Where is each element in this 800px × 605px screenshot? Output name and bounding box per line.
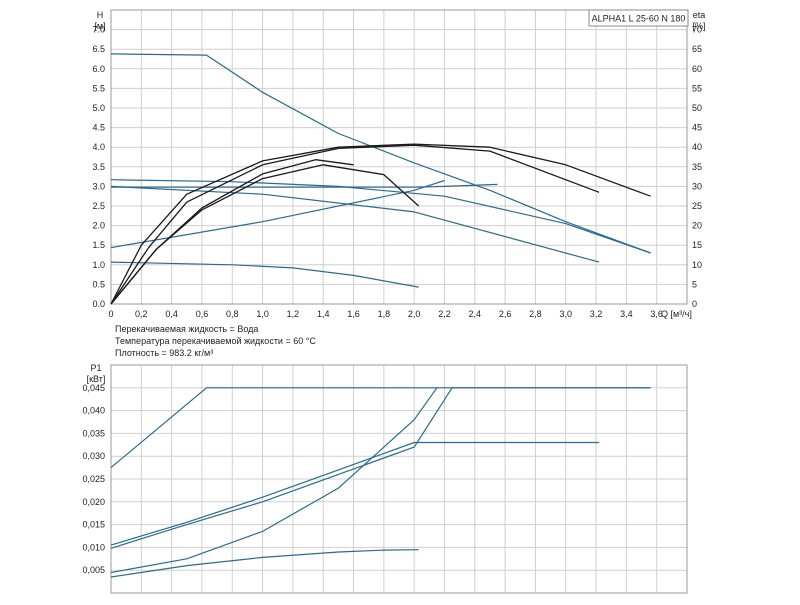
x-tick-label: 3,4 (620, 309, 633, 319)
y2-tick-label: 70 (692, 25, 702, 35)
x-tick-label: 3,6 (650, 309, 663, 319)
y-tick-label: 3.0 (92, 181, 105, 191)
x-tick-label: 0,4 (165, 309, 178, 319)
y2-tick-label: 25 (692, 201, 702, 211)
efficiency-curve (110, 144, 600, 305)
x-tick-label: 0,2 (135, 309, 148, 319)
info-line-density: Плотность = 983.2 кг/м³ (115, 348, 213, 358)
info-line-fluid: Перекачиваемая жидкость = Вода (115, 324, 258, 334)
x-tick-label: 3,2 (590, 309, 603, 319)
model-label: ALPHA1 L 25-60 N 180 (592, 14, 686, 24)
y2-tick-label: 60 (692, 64, 702, 74)
y-tick-label: 4.0 (92, 142, 105, 152)
plot-frame (110, 364, 688, 594)
power-chart: 0,005 0,010 0,015 0,020 0,025 0,030 0,035 0,040… (82, 363, 688, 594)
plot-frame (110, 9, 688, 305)
y2-tick-label: 65 (692, 44, 702, 54)
y-axis-name: H (97, 10, 104, 20)
fluid-info: Перекачиваемая жидкость = Вода Температу… (115, 324, 316, 358)
head-chart: 0.0 0.5 1.0 1.5 2.0 2.5 3.0 3.5 4.0 4.5 5.0 5.5 6.0 6… (92, 9, 706, 319)
y-tick-label: 1.0 (92, 260, 105, 270)
efficiency-curve (110, 164, 420, 305)
y-tick-label: 5.5 (92, 83, 105, 93)
y-tick-label: 0,020 (82, 497, 105, 507)
y-tick-label: 0,035 (82, 428, 105, 438)
y-tick-label: 0,040 (82, 406, 105, 416)
y-tick-label: 2.0 (92, 221, 105, 231)
y2-axis-unit: [%] (692, 21, 705, 31)
y2-tick-label: 5 (692, 279, 697, 289)
y2-tick-label: 45 (692, 123, 702, 133)
x-tick-label: 0,6 (196, 309, 209, 319)
power-curve (110, 441, 600, 546)
y2-tick-label: 55 (692, 83, 702, 93)
x-tick-label: 2,4 (469, 309, 482, 319)
y2-tick-label: 10 (692, 260, 702, 270)
y2-tick-label: 20 (692, 221, 702, 231)
y2-tick-label: 35 (692, 162, 702, 172)
y-tick-label: 3.5 (92, 162, 105, 172)
x-tick-label: 1,6 (347, 309, 360, 319)
x-tick-label: 1,4 (317, 309, 330, 319)
x-tick-label: 2,2 (438, 309, 451, 319)
y-axis-unit: [кВт] (87, 374, 106, 384)
x-tick-label: 1,2 (287, 309, 300, 319)
y-tick-label: 5.0 (92, 103, 105, 113)
y-tick-label: 0,025 (82, 474, 105, 484)
y2-tick-label: 50 (692, 103, 702, 113)
y-tick-label: 0,005 (82, 565, 105, 575)
y-tick-label: 0,015 (82, 520, 105, 530)
y-tick-label: 6.0 (92, 64, 105, 74)
head-curve (110, 53, 651, 254)
y2-tick-label: 0 (692, 299, 697, 309)
y-tick-label: 0.5 (92, 279, 105, 289)
y2-tick-label: 40 (692, 142, 702, 152)
y-tick-label: 0,010 (82, 542, 105, 552)
efficiency-curve (110, 159, 354, 305)
x-axis-label: Q [м³/ч] (661, 309, 692, 319)
power-curve (110, 387, 651, 469)
head-curve (110, 185, 600, 263)
x-tick-label: 1,8 (378, 309, 391, 319)
y2-axis-name: eta (693, 10, 706, 20)
y-tick-label: 0.0 (92, 299, 105, 309)
x-tick-label: 2,0 (408, 309, 421, 319)
x-tick-label: 2,8 (529, 309, 542, 319)
y-tick-label: 4.5 (92, 123, 105, 133)
x-tick-label: 3,0 (559, 309, 572, 319)
y-axis-name: P1 (90, 363, 101, 373)
power-curve (110, 387, 438, 574)
efficiency-curve (110, 143, 651, 305)
y-tick-label: 0,030 (82, 451, 105, 461)
head-curve (110, 179, 445, 249)
y-tick-label: 6.5 (92, 44, 105, 54)
head-curve (110, 179, 651, 254)
model-label-box: ALPHA1 L 25-60 N 180 (588, 9, 689, 27)
y-tick-label: 7.0 (92, 25, 105, 35)
y-tick-label: 1.5 (92, 240, 105, 250)
power-curve (110, 387, 651, 549)
info-line-temperature: Температура перекачиваемой жидкости = 60… (115, 336, 316, 346)
head-curve (111, 183, 498, 188)
y-tick-label: 0,045 (82, 383, 105, 393)
y-tick-label: 2.5 (92, 201, 105, 211)
x-tick-label: 0,8 (226, 309, 239, 319)
y2-tick-label: 30 (692, 181, 702, 191)
head-curve (110, 261, 419, 288)
y-axis-unit: [м] (94, 21, 105, 31)
x-tick-label: 2,6 (499, 309, 512, 319)
power-curve (110, 549, 419, 578)
y2-tick-label: 15 (692, 240, 702, 250)
x-tick-label: 1,0 (256, 309, 269, 319)
x-tick-label: 0 (108, 309, 113, 319)
